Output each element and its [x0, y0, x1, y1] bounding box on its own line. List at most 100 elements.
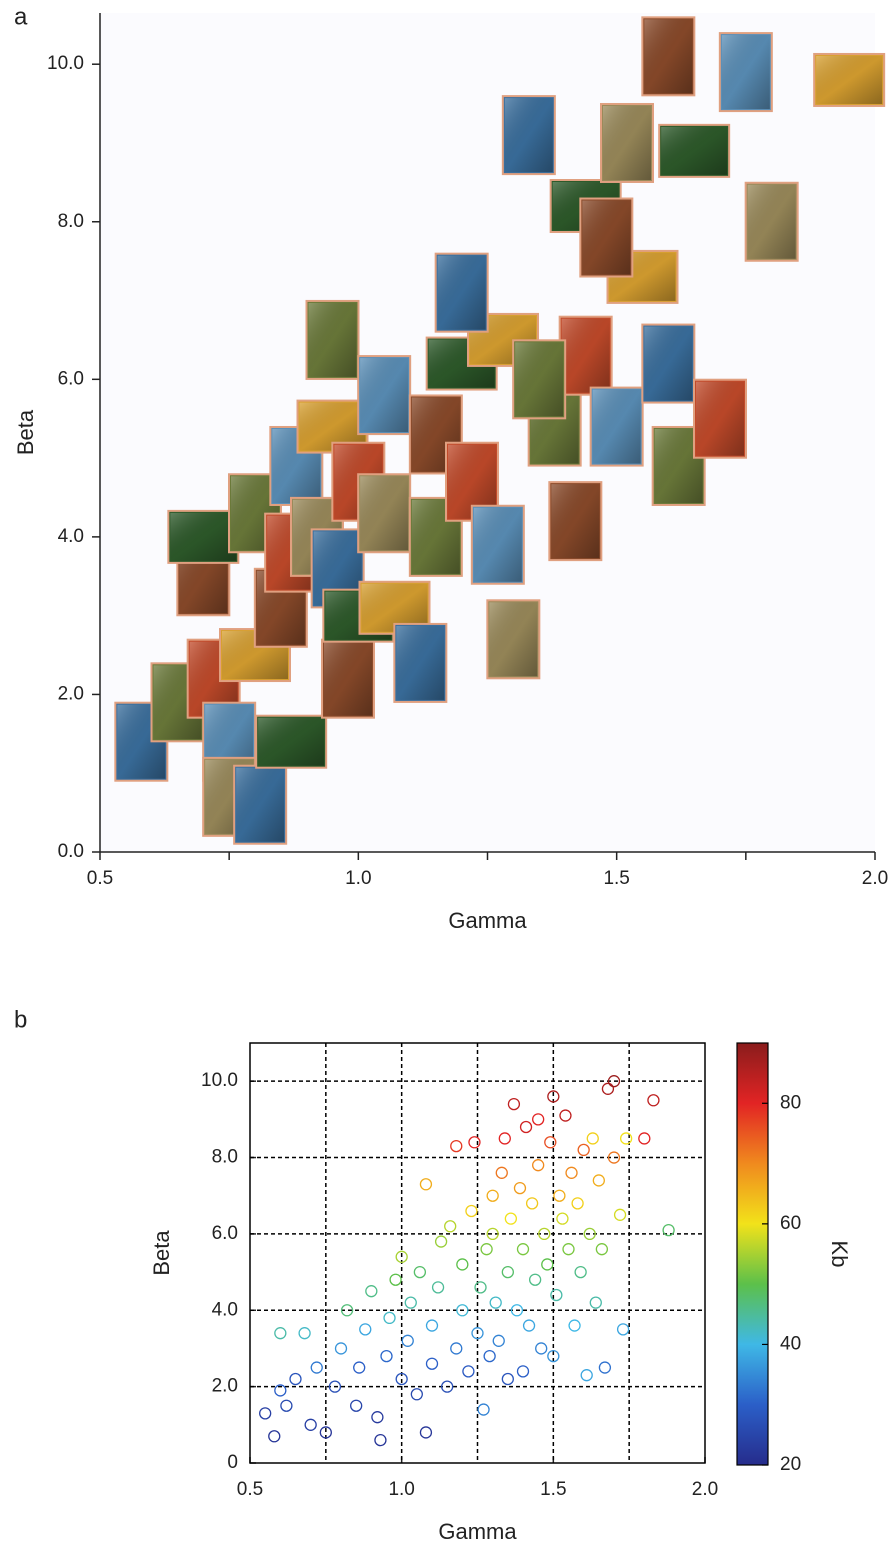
image-shading — [437, 255, 486, 330]
y-tick-label: 6.0 — [212, 1223, 238, 1244]
scatter-point — [616, 1323, 630, 1336]
scatter-point — [528, 1273, 542, 1286]
scatter-point — [450, 1139, 463, 1153]
scatter-point — [401, 1334, 414, 1347]
y-axis-label: Beta — [13, 409, 38, 455]
y-tick-label: 4.0 — [212, 1299, 238, 1320]
scatter-point — [541, 1258, 554, 1271]
scatter-point — [516, 1243, 530, 1256]
image-shading — [747, 184, 796, 259]
x-tick-label: 2.0 — [862, 868, 888, 889]
x-tick-label: 1.5 — [603, 868, 629, 889]
scatter-point — [413, 1265, 427, 1279]
image-shading — [360, 358, 409, 433]
scatter-point — [395, 1372, 408, 1386]
scatter-point — [580, 1369, 593, 1382]
image-shading — [473, 507, 522, 582]
image-shading — [816, 55, 883, 104]
colorbar-tick-label: 60 — [780, 1213, 801, 1234]
panel-label: b — [14, 1006, 27, 1033]
x-tick-label: 1.0 — [388, 1479, 414, 1500]
scatter-point — [516, 1365, 530, 1378]
scatter-point — [586, 1132, 599, 1145]
scatter-point — [419, 1426, 433, 1439]
y-tick-label: 6.0 — [58, 368, 84, 389]
scatter-point — [462, 1365, 475, 1378]
scatter-point — [577, 1143, 590, 1157]
scatter-point — [510, 1304, 524, 1317]
colorbar-tick-label: 80 — [780, 1092, 801, 1113]
scatter-point — [538, 1227, 551, 1241]
scatter-point — [525, 1197, 539, 1210]
scatter-point — [532, 1159, 545, 1172]
scatter-point — [380, 1349, 393, 1363]
scatter-point — [492, 1334, 505, 1347]
scatter-point — [465, 1204, 478, 1218]
y-tick-label: 8.0 — [212, 1147, 238, 1168]
x-tick-label: 0.5 — [87, 868, 113, 889]
scatter-point — [431, 1281, 445, 1294]
y-tick-label: 10.0 — [47, 53, 84, 74]
scatter-point — [419, 1178, 433, 1191]
scatter-point — [289, 1372, 302, 1386]
image-shading — [561, 318, 610, 393]
y-tick-label: 2.0 — [58, 683, 84, 704]
y-tick-label: 0 — [227, 1452, 238, 1473]
scatter-point — [404, 1296, 417, 1309]
image-shading — [360, 476, 409, 551]
image-shading — [644, 326, 693, 401]
scatter-point — [486, 1227, 499, 1241]
scatter-point — [589, 1296, 602, 1309]
image-shading — [489, 602, 538, 677]
scatter-point — [513, 1181, 527, 1195]
scatter-point — [504, 1212, 518, 1225]
image-shading — [324, 641, 372, 716]
x-tick-label: 0.5 — [237, 1479, 263, 1500]
y-tick-label: 10.0 — [201, 1070, 238, 1091]
scatter-point — [522, 1319, 536, 1332]
scatter-point — [571, 1197, 584, 1210]
scatter-point — [383, 1311, 396, 1325]
scatter-point — [553, 1189, 566, 1202]
scatter-point — [619, 1132, 633, 1145]
scatter-point — [477, 1403, 490, 1416]
scatter-point — [544, 1136, 557, 1149]
scatter-point — [595, 1243, 609, 1256]
scatter-point — [450, 1342, 463, 1355]
colorbar-tick-label: 40 — [780, 1333, 801, 1354]
scatter-point — [374, 1433, 387, 1447]
scatter-point — [662, 1223, 675, 1237]
x-axis-label: Gamma — [438, 1519, 517, 1544]
colorbar-tick-label: 20 — [780, 1454, 801, 1475]
image-shading — [603, 105, 651, 180]
image-shading — [592, 389, 641, 464]
scatter-point — [565, 1166, 578, 1179]
image-shading — [504, 98, 553, 173]
scatter-point — [434, 1235, 448, 1248]
scatter-point — [268, 1430, 281, 1443]
x-tick-label: 2.0 — [692, 1479, 718, 1500]
image-shading — [644, 19, 693, 94]
scatter-point — [498, 1132, 511, 1145]
image-shading — [551, 484, 600, 559]
scatter-point — [304, 1418, 317, 1431]
scatter-point — [340, 1304, 354, 1317]
scatter-point — [607, 1075, 621, 1088]
plot-frame — [249, 1042, 706, 1464]
image-shading — [696, 381, 744, 456]
image-shading — [721, 35, 770, 110]
scatter-point — [507, 1097, 521, 1111]
scatter-point — [359, 1323, 372, 1336]
image-shading — [258, 717, 325, 766]
scatter-point — [559, 1109, 572, 1122]
scatter-point — [601, 1082, 615, 1095]
scatter-point — [532, 1113, 545, 1126]
scatter-point — [425, 1319, 439, 1332]
scatter-point — [474, 1281, 487, 1294]
image-layer — [114, 16, 886, 845]
scatter-point — [365, 1285, 378, 1298]
image-shading — [515, 342, 564, 417]
x-tick-label: 1.0 — [345, 868, 371, 889]
y-tick-label: 8.0 — [58, 211, 84, 232]
scatter-point — [483, 1349, 496, 1363]
